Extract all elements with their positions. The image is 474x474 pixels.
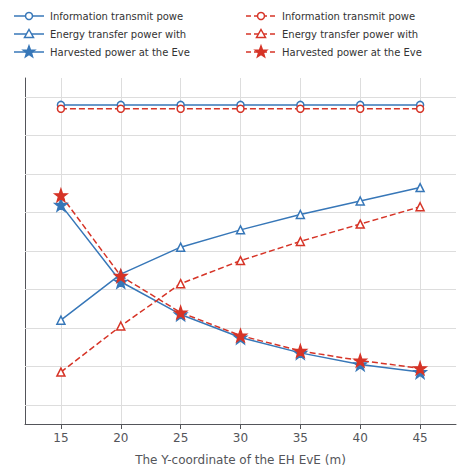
svg-text:Information transmit powe: Information transmit powe [50,11,183,22]
svg-text:The Y-coordinate of the EH EvE: The Y-coordinate of the EH EvE (m) [134,453,346,467]
svg-text:40: 40 [353,431,368,445]
svg-text:Harvested power at the Eve: Harvested power at the Eve [50,47,190,58]
svg-text:30: 30 [233,431,248,445]
svg-text:Energy transfer power with: Energy transfer power with [50,29,186,40]
svg-text:15: 15 [53,431,68,445]
svg-text:25: 25 [173,431,188,445]
svg-text:Information transmit powe: Information transmit powe [282,11,415,22]
svg-text:20: 20 [113,431,128,445]
svg-text:Energy transfer power with: Energy transfer power with [282,29,418,40]
svg-text:Harvested power at the Eve: Harvested power at the Eve [282,47,422,58]
svg-text:35: 35 [293,431,308,445]
svg-text:45: 45 [412,431,427,445]
